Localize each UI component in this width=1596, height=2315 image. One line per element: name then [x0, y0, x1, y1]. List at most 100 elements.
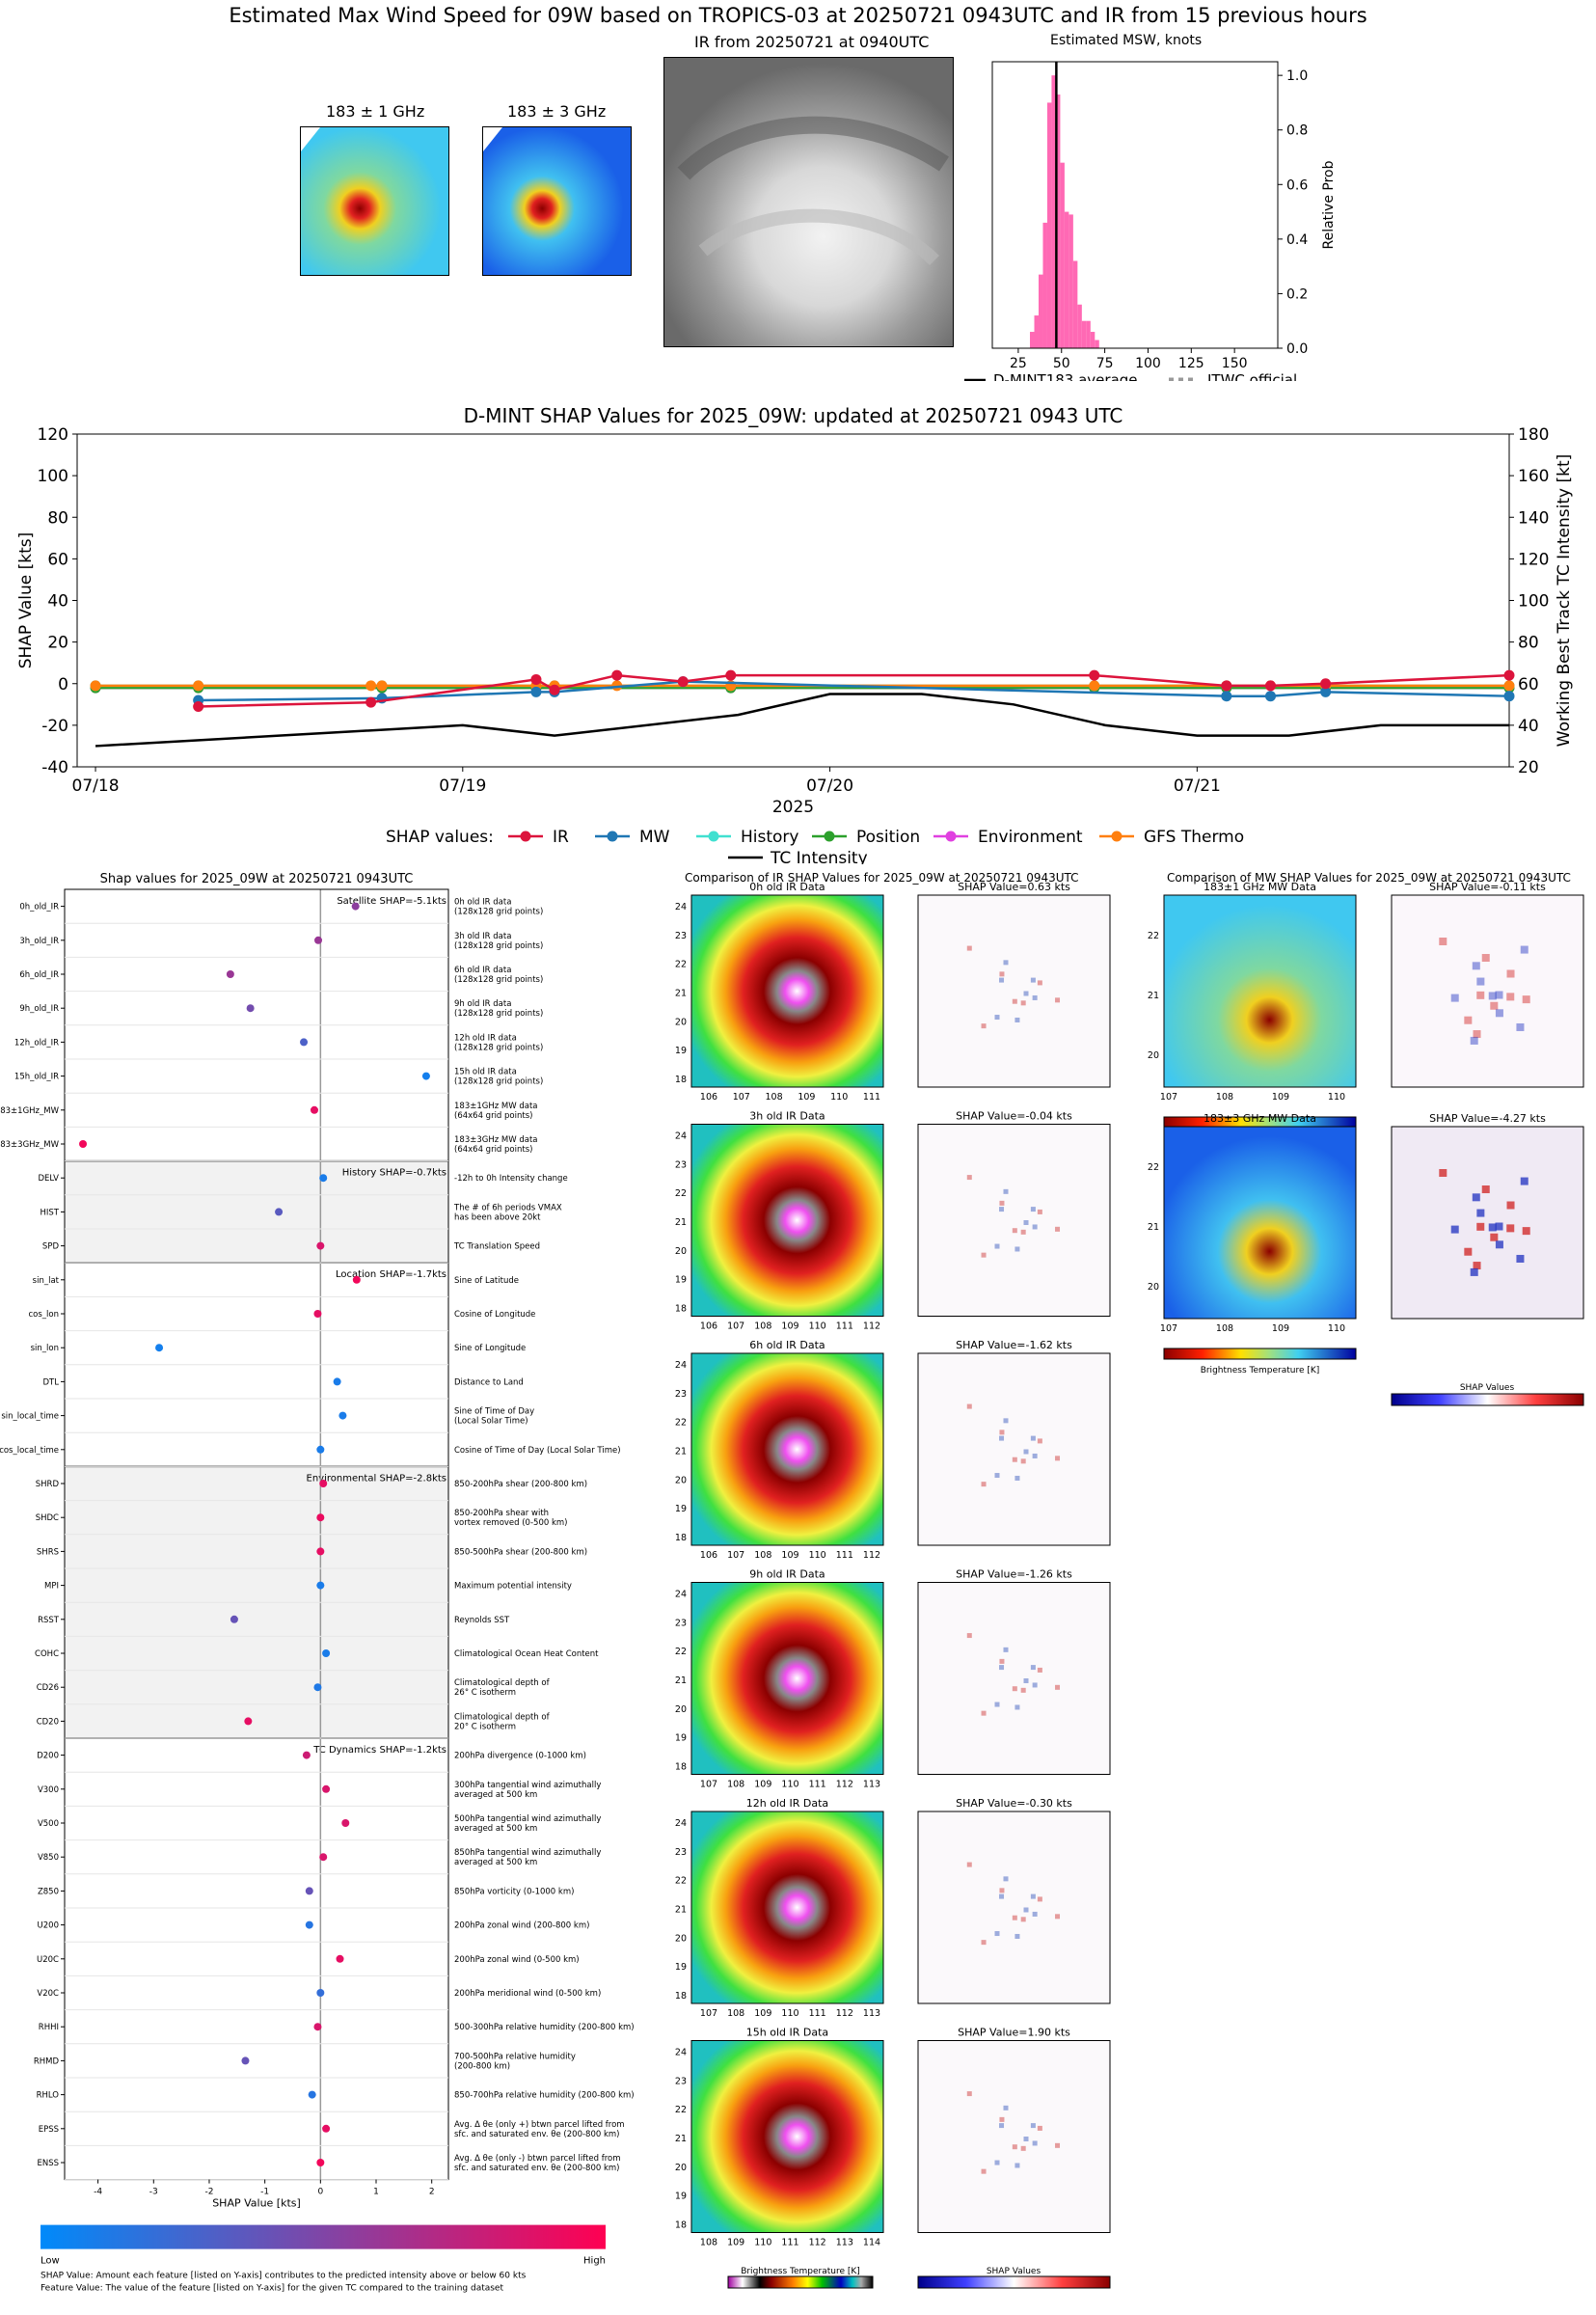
- feature-point: [308, 2090, 316, 2099]
- shap-pixel: [1037, 1209, 1042, 1214]
- mw-bt-colorbar-label: Brightness Temperature [K]: [1201, 1366, 1320, 1375]
- histogram-bar: [1077, 304, 1082, 348]
- feature-name: 183±3GHz_MW: [0, 1140, 60, 1150]
- feature-description: 850-200hPa shear with: [454, 1509, 549, 1518]
- feature-description: (64x64 grid points): [454, 1145, 532, 1155]
- feature-point: [322, 1649, 331, 1657]
- ir-compare-title: Comparison of IR SHAP Values for 2025_09…: [685, 871, 1079, 885]
- shap-pixel: [1032, 1224, 1038, 1230]
- histogram-bar: [1081, 320, 1087, 348]
- y-tick-label: 23: [675, 1389, 687, 1400]
- ir-shap-panel: [917, 1352, 1111, 1546]
- shap-pixel: [981, 1940, 987, 1946]
- ir-shap-title: SHAP Value=1.90 kts: [958, 2027, 1070, 2039]
- feature-name: 183±1GHz_MW: [0, 1106, 60, 1116]
- shap-pixel: [1003, 2105, 1009, 2111]
- mw-data-title: 183±3 GHz MW Data: [1204, 1112, 1316, 1125]
- feature-description: averaged at 500 km: [454, 1790, 537, 1800]
- x-tick-label: 112: [809, 2238, 826, 2248]
- feature-point: [241, 2056, 250, 2065]
- shap-pixel: [1464, 1016, 1473, 1024]
- shap-pixel: [1470, 1267, 1478, 1276]
- y-tick-label: 21: [675, 1217, 687, 1228]
- shap-pixel: [1037, 2125, 1042, 2131]
- shap-pixel: [1506, 1201, 1515, 1210]
- feature-name: RHLO: [37, 2091, 60, 2101]
- shap-pixel: [981, 1482, 987, 1487]
- x-tick-label: 106: [700, 1550, 717, 1561]
- feature-description: 850-700hPa relative humidity (200-800 km…: [454, 2091, 635, 2101]
- y-tick-label: 0.0: [1286, 341, 1308, 357]
- shap-pixel: [1030, 1893, 1036, 1899]
- shap-pixel: [1522, 995, 1530, 1004]
- feature-name: sin_lon: [31, 1344, 59, 1353]
- histogram-bar: [1051, 75, 1056, 348]
- y-tick-label: 19: [675, 1504, 687, 1514]
- x-tick-label: 113: [836, 2238, 853, 2248]
- feature-name: U20C: [37, 1955, 59, 1965]
- shap-pixel: [1012, 1686, 1017, 1692]
- x-tick-label: -4: [94, 2188, 102, 2197]
- feature-point: [79, 1140, 88, 1148]
- y-right-tick-label: 60: [1518, 675, 1539, 694]
- x-tick-label: 108: [754, 1321, 771, 1332]
- shap-pixel: [1506, 993, 1515, 1001]
- feature-point: [319, 1174, 328, 1183]
- y-right-tick-label: 20: [1518, 758, 1539, 777]
- feature-description: Avg. Δ θe (only +) btwn parcel lifted fr…: [454, 2120, 625, 2130]
- shap-pixel: [994, 1243, 1000, 1249]
- shap-pixel: [1023, 991, 1029, 996]
- shap-pixel: [1032, 1682, 1038, 1688]
- feature-description: TC Translation Speed: [453, 1242, 540, 1252]
- y-right-tick-label: 160: [1518, 467, 1549, 486]
- feature-description: (Local Solar Time): [454, 1417, 528, 1427]
- shap-pixel: [1495, 1222, 1503, 1231]
- note-shap: SHAP Value: Amount each feature [listed …: [41, 2272, 527, 2281]
- shap-pixel: [1003, 1188, 1009, 1194]
- shap-pixel: [1014, 1246, 1020, 1252]
- feature-point: [338, 1411, 347, 1420]
- feature-name: EPSS: [39, 2125, 59, 2135]
- y-tick-label: 20: [675, 2163, 687, 2173]
- shap-pixel: [1476, 991, 1485, 999]
- feature-description: Reynolds SST: [454, 1616, 510, 1625]
- feature-name: SHRS: [37, 1547, 59, 1557]
- ir-shap-title: SHAP Value=-1.26 kts: [956, 1568, 1072, 1581]
- y-tick-label: 20: [47, 634, 68, 653]
- legend-marker: [1111, 831, 1123, 842]
- shap-pixel: [1490, 1001, 1499, 1010]
- feature-description: Climatological Ocean Heat Content: [454, 1649, 599, 1659]
- x-tick-label: 110: [1328, 1092, 1345, 1103]
- shap-pixel: [999, 1207, 1005, 1212]
- shap-pixel: [1020, 1917, 1026, 1922]
- shap-pixel: [981, 1252, 987, 1258]
- y-tick-label: 21: [675, 1905, 687, 1916]
- feature-description: (128x128 grid points): [454, 941, 543, 951]
- y-tick-label: 21: [675, 1675, 687, 1686]
- feature-point: [333, 1377, 341, 1386]
- x-tick-label: 108: [754, 1550, 771, 1561]
- shap-pixel: [1470, 1036, 1478, 1045]
- feature-point: [352, 1275, 361, 1284]
- y-tick-label: 24: [675, 1818, 687, 1829]
- histogram-bar: [1055, 94, 1061, 348]
- feature-point: [300, 1038, 309, 1047]
- feature-name: RSST: [38, 1616, 60, 1625]
- feature-name: 3h_old_IR: [19, 937, 59, 946]
- feature-point: [316, 2159, 325, 2166]
- mw-bt-colorbar: [1163, 1348, 1357, 1360]
- x-tick-label: 50: [1053, 356, 1070, 371]
- y-tick-label: 22: [1148, 1162, 1159, 1173]
- mw-compare-svg: 183±1 GHz MW Data 107 108 109 110 22 21 20 SHAP …: [1148, 881, 1584, 1406]
- feature-description: (200-800 km): [454, 2061, 510, 2071]
- shap-pixel: [966, 2091, 972, 2097]
- mw-data-panel: [1163, 1126, 1357, 1320]
- shap-pixel: [1506, 1224, 1515, 1233]
- shap-pixel: [994, 1931, 1000, 1937]
- legend-label: IR: [553, 828, 569, 847]
- series-marker: [1089, 669, 1100, 681]
- feature-description: vortex removed (0-500 km): [454, 1518, 567, 1528]
- shap-pixel: [1030, 1665, 1036, 1671]
- legend-label: GFS Thermo: [1144, 828, 1244, 847]
- feature-name: D200: [37, 1752, 59, 1761]
